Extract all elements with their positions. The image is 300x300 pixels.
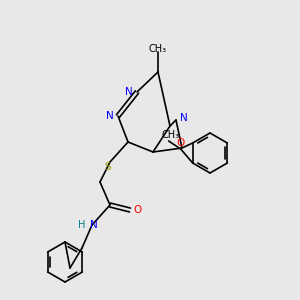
Text: CH₃: CH₃ [162, 130, 180, 140]
Text: N: N [106, 111, 114, 121]
Text: O: O [134, 205, 142, 215]
Text: O: O [177, 138, 185, 148]
Text: N: N [125, 87, 133, 97]
Text: H: H [78, 220, 86, 230]
Text: N: N [90, 220, 98, 230]
Text: CH₃: CH₃ [149, 44, 167, 54]
Text: S: S [105, 162, 111, 172]
Text: N: N [180, 113, 188, 123]
